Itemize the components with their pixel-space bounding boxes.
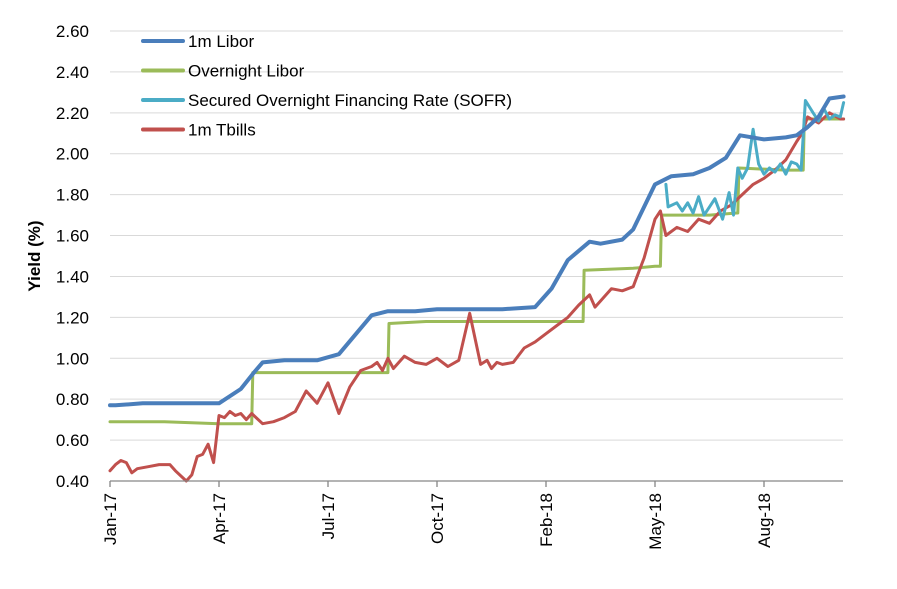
x-tick-label: Feb-18 <box>537 493 556 547</box>
y-tick-label: 1.60 <box>56 227 89 246</box>
legend-item: Overnight Libor <box>141 62 305 81</box>
x-tick-label: Jul-17 <box>319 493 338 539</box>
y-tick-label: 1.40 <box>56 267 89 286</box>
gridlines <box>110 30 843 441</box>
legend-item: 1m Tbills <box>141 121 256 140</box>
x-tick-label: Apr-17 <box>210 493 229 544</box>
y-tick-label: 0.40 <box>56 472 89 491</box>
x-axis: Jan-17 Apr-17 Jul-17 Oct-17 Feb-18 May-18 Aug-… <box>101 480 843 550</box>
y-tick-label: 2.00 <box>56 145 89 164</box>
y-axis-title: Yield (%) <box>25 220 44 291</box>
legend-item: 1m Libor <box>141 32 254 51</box>
y-tick-label: 2.60 <box>56 22 89 41</box>
series-line-1m-tbills <box>108 111 846 483</box>
y-tick-label: 1.20 <box>56 308 89 327</box>
series-line-overnight-libor <box>108 117 846 426</box>
x-tick-label: Jan-17 <box>101 493 120 545</box>
series-line-1m-libor <box>108 94 846 408</box>
y-axis-ticks: 0.40 0.60 0.80 1.00 1.20 1.40 1.60 1.80 2.00 2.20… <box>56 22 89 491</box>
y-tick-label: 0.80 <box>56 390 89 409</box>
legend-label: Secured Overnight Financing Rate (SOFR) <box>188 91 512 110</box>
legend: 1m Libor Overnight Libor Secured Overnight… <box>141 32 512 140</box>
y-tick-label: 1.00 <box>56 349 89 368</box>
series-lines <box>108 94 846 483</box>
x-tick-label: May-18 <box>646 493 665 550</box>
y-tick-label: 2.20 <box>56 104 89 123</box>
x-tick-label: Aug-18 <box>755 493 774 548</box>
y-tick-label: 2.40 <box>56 63 89 82</box>
legend-item: Secured Overnight Financing Rate (SOFR) <box>141 91 512 110</box>
y-tick-label: 0.60 <box>56 431 89 450</box>
x-tick-label: Oct-17 <box>428 493 447 544</box>
legend-label: 1m Tbills <box>188 121 256 140</box>
legend-label: 1m Libor <box>188 32 254 51</box>
y-tick-label: 1.80 <box>56 186 89 205</box>
legend-label: Overnight Libor <box>188 62 305 81</box>
